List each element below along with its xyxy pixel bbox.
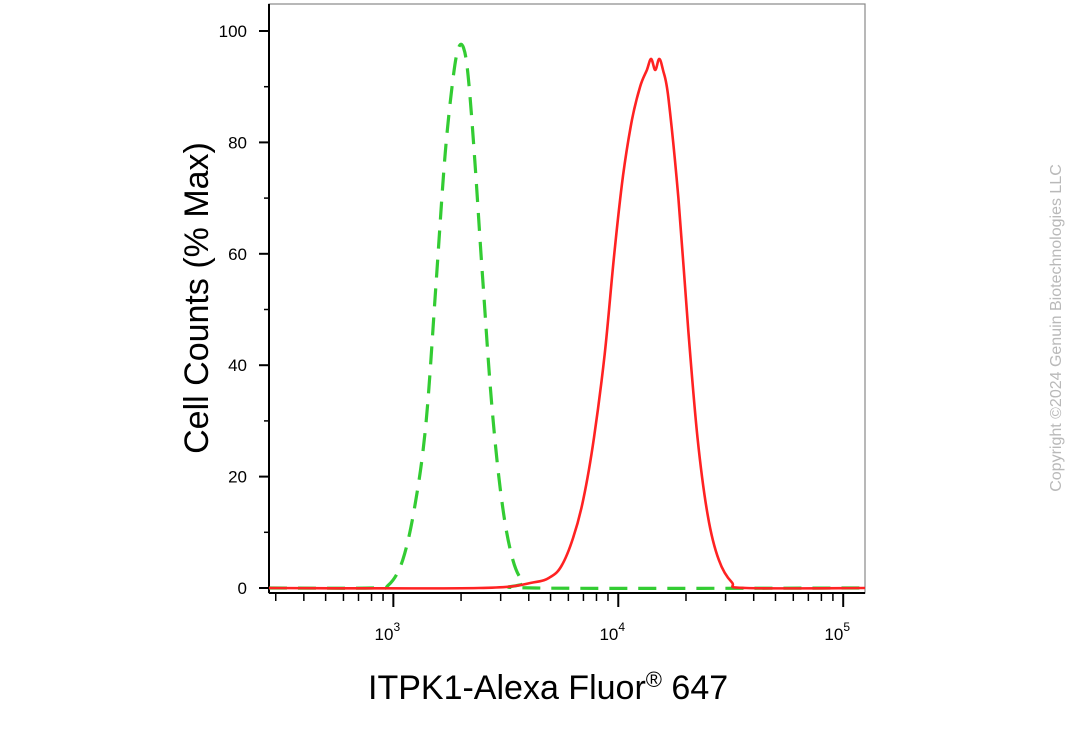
y-tick-label: 40	[228, 356, 247, 375]
x-tick-label: 104	[599, 620, 625, 644]
y-tick-label: 60	[228, 245, 247, 264]
x-tick-label: 103	[375, 620, 401, 644]
y-tick-label: 0	[238, 579, 247, 598]
y-axis-ticks: 0 20 40 60 80 100	[219, 22, 269, 598]
plot-frame	[268, 3, 866, 594]
x-axis-ticks: 103 104 105	[274, 593, 850, 644]
x-axis-title: ITPK1-Alexa Fluor® 647	[368, 667, 728, 707]
series-layer	[268, 42, 866, 590]
y-axis-title: Cell Counts (% Max)	[178, 142, 216, 454]
copyright-watermark: Copyright ©2024 Genuin Biotechnologies L…	[1048, 164, 1065, 492]
y-tick-label: 100	[219, 22, 247, 41]
x-axis-title-superscript: ®	[646, 667, 662, 692]
series-line-solid-red	[268, 57, 866, 590]
y-tick-label: 80	[228, 133, 247, 152]
plot-area-frame	[268, 3, 866, 594]
x-axis-title-main: ITPK1-Alexa Fluor	[368, 669, 646, 707]
x-axis-title-rest: 647	[662, 669, 728, 707]
y-tick-label: 20	[228, 468, 247, 487]
series-line-dashed-green	[268, 42, 866, 590]
x-tick-label: 105	[824, 620, 850, 644]
